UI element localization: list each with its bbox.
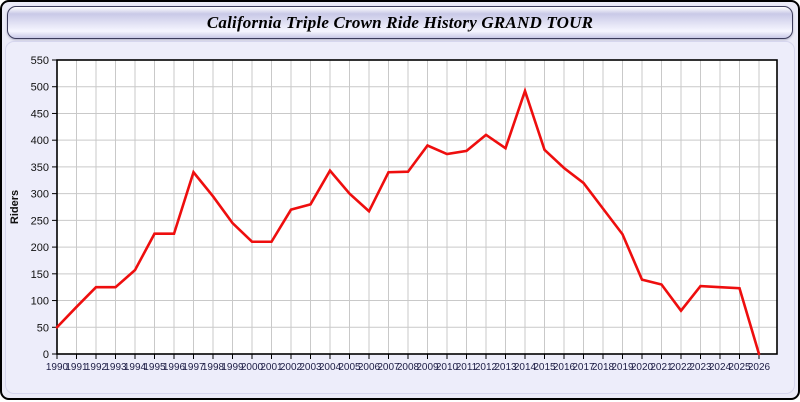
x-tick-label: 2013 [494, 362, 517, 373]
x-tick-label: 2025 [728, 362, 751, 373]
x-tick-label: 2012 [475, 362, 498, 373]
x-tick-label: 2009 [416, 362, 439, 373]
x-tick-label: 2001 [260, 362, 283, 373]
x-tick-label: 2010 [436, 362, 459, 373]
plot-area [57, 60, 777, 354]
x-tick-label: 1998 [202, 362, 225, 373]
page-title: California Triple Crown Ride History GRA… [206, 12, 594, 32]
y-tick-label: 450 [31, 108, 49, 120]
x-tick-label: 2024 [709, 362, 732, 373]
y-tick-label: 500 [31, 82, 49, 94]
y-tick-label: 150 [31, 269, 49, 281]
x-tick-label: 2021 [650, 362, 673, 373]
x-tick-label: 2014 [514, 362, 537, 373]
x-tick-label: 1990 [46, 362, 69, 373]
x-tick-label: 1996 [163, 362, 186, 373]
x-tick-label: 2003 [299, 362, 322, 373]
x-tick-label: 2006 [358, 362, 381, 373]
x-tick-label: 1994 [124, 362, 147, 373]
y-tick-label: 0 [43, 349, 49, 361]
x-tick-label: 2011 [456, 362, 478, 373]
x-tick-label: 2017 [572, 362, 595, 373]
y-tick-label: 200 [31, 242, 49, 254]
x-tick-label: 2018 [592, 362, 615, 373]
x-tick-label: 2016 [553, 362, 576, 373]
x-tick-label: 2008 [397, 362, 420, 373]
x-tick-label: 2015 [533, 362, 556, 373]
x-tick-label: 1992 [85, 362, 108, 373]
x-tick-label: 1997 [182, 362, 205, 373]
x-tick-label: 2020 [631, 362, 654, 373]
x-tick-label: 2002 [280, 362, 303, 373]
x-tick-label: 1995 [143, 362, 166, 373]
x-tick-label: 2019 [611, 362, 634, 373]
x-tick-label: 1999 [221, 362, 244, 373]
title-bar: California Triple Crown Ride History GRA… [7, 6, 793, 39]
y-tick-label: 100 [31, 296, 49, 308]
y-tick-label: 50 [37, 322, 49, 334]
y-tick-label: 300 [31, 189, 49, 201]
series-line-riders [55, 86, 761, 356]
plot-border [56, 59, 778, 355]
x-tick-label: 2007 [377, 362, 400, 373]
y-tick-label: 550 [31, 55, 49, 67]
x-tick-label: 1991 [65, 362, 88, 373]
y-axis-title: Riders [9, 190, 21, 224]
x-tick-label: 2000 [241, 362, 264, 373]
x-tick-label: 2026 [748, 362, 771, 373]
x-tick-label: 2005 [338, 362, 361, 373]
x-tick-label: 2023 [689, 362, 712, 373]
x-tick-label: 1993 [104, 362, 127, 373]
x-tick-label: 2022 [670, 362, 693, 373]
y-tick-label: 400 [31, 135, 49, 147]
y-tick-label: 250 [31, 215, 49, 227]
x-tick-label: 2004 [319, 362, 342, 373]
y-tick-label: 350 [31, 162, 49, 174]
